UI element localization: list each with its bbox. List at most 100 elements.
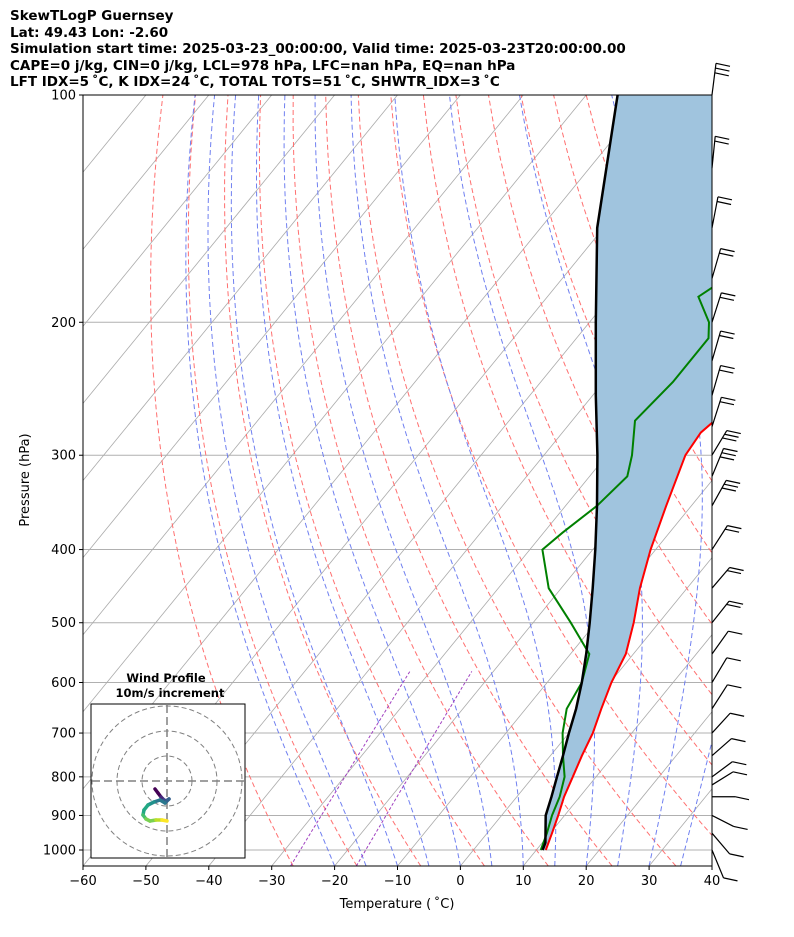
wind-barb-flag xyxy=(724,433,739,438)
moist-adiabat-line xyxy=(207,95,367,866)
wind-barb xyxy=(711,600,730,624)
wind-barb xyxy=(711,196,719,229)
dry-adiabat-line xyxy=(224,95,422,866)
wind-barb-flag xyxy=(715,62,731,67)
mixing-ratio-line xyxy=(290,671,411,866)
wind-barb-flag xyxy=(714,140,729,145)
isotherm-line xyxy=(83,95,524,636)
wind-profile-inset: Wind Profile 10m/s increment xyxy=(90,671,246,859)
x-tick-label: −40 xyxy=(195,874,222,889)
isotherm-line xyxy=(271,325,712,866)
wind-barb-flag xyxy=(719,401,735,406)
wind-barb-flag xyxy=(721,396,736,401)
wind-barb xyxy=(711,712,731,734)
wind-barb-flag xyxy=(719,369,734,374)
wind-barb-flag xyxy=(734,796,750,801)
wind-barb-flag xyxy=(721,292,736,297)
x-axis: −60 −50 −40 −30 −20 −10 0 10 20 30 40 xyxy=(69,866,720,889)
isotherm-line xyxy=(585,711,712,866)
wind-barb xyxy=(711,738,732,757)
wind-barb-flag xyxy=(729,566,744,572)
dry-adiabat-line xyxy=(488,95,712,625)
inset-title: Wind Profile xyxy=(126,671,206,685)
wind-barb-flag xyxy=(720,365,735,370)
wind-barb xyxy=(711,365,722,396)
wind-barb-flag xyxy=(719,456,735,461)
dry-adiabat-line xyxy=(749,95,794,866)
chart-title: SkewTLogP Guernsey xyxy=(10,8,174,24)
moist-adiabat-line xyxy=(185,95,336,866)
isotherm-line xyxy=(83,95,587,713)
temperature-line xyxy=(544,421,712,851)
wind-barb xyxy=(711,771,734,786)
isotherm-line xyxy=(522,634,712,866)
isotherm-line xyxy=(460,556,712,866)
wind-barb-flag xyxy=(719,334,734,340)
y-tick-label: 300 xyxy=(51,449,76,464)
dewpoint-line xyxy=(539,286,712,851)
wind-barb xyxy=(711,330,722,362)
inset-subtitle: 10m/s increment xyxy=(116,686,225,700)
stability-line: CAPE=0 j/kg, CIN=0 j/kg, LCL=978 hPa, LF… xyxy=(10,57,516,74)
wind-barb xyxy=(711,448,725,477)
moist-adiabat-line xyxy=(314,95,493,866)
wind-barb-flag xyxy=(723,877,738,882)
moist-adiabat-line xyxy=(394,95,557,866)
isotherm-line xyxy=(83,95,461,559)
wind-barb-flag xyxy=(727,684,742,689)
wind-barb-flag xyxy=(722,437,737,442)
wind-barb-flag xyxy=(716,200,732,206)
wind-barb xyxy=(711,630,729,655)
wind-barb-flag xyxy=(720,248,735,253)
y-tick-label: 400 xyxy=(51,543,76,558)
dry-adiabat-line xyxy=(292,95,549,866)
wind-barb xyxy=(711,525,728,550)
wind-barb xyxy=(711,430,728,456)
y-tick-label: 600 xyxy=(51,676,76,691)
isotherm-line xyxy=(83,95,210,250)
chart-title-block: SkewTLogP Guernsey Lat: 49.43 Lon: -2.60… xyxy=(10,8,626,91)
wind-barb xyxy=(711,657,728,683)
moist-adiabat-line xyxy=(230,95,398,866)
wind-barb-flag xyxy=(728,600,744,605)
moist-adiabat-line xyxy=(711,864,712,866)
wind-barb-flag xyxy=(723,447,738,453)
y-tick-label: 700 xyxy=(51,727,76,742)
index-line: LFT IDX=5 ˚C, K IDX=24 ˚C, TOTAL TOTS=51… xyxy=(10,74,500,91)
x-tick-label: −10 xyxy=(384,874,411,889)
dry-adiabat-line xyxy=(258,95,485,866)
x-tick-label: 40 xyxy=(704,874,721,889)
wind-barb-flag xyxy=(721,487,737,492)
wind-barb xyxy=(711,849,725,879)
wind-barb xyxy=(711,397,722,427)
wind-barb-flag xyxy=(726,479,741,484)
isotherm-line xyxy=(83,95,335,405)
wind-barb-flag xyxy=(733,825,748,831)
isotherm-line xyxy=(83,95,398,482)
x-tick-label: −20 xyxy=(321,874,348,889)
moist-adiabat-line xyxy=(283,95,461,866)
dry-adiabat-line xyxy=(187,95,358,866)
wind-barb xyxy=(711,567,731,589)
y-axis: 100 200 300 400 500 600 700 800 900 1000 xyxy=(43,89,83,859)
wind-barb-flag xyxy=(732,771,748,776)
wind-barb-flag xyxy=(719,252,734,257)
location-line: Lat: 49.43 Lon: -2.60 xyxy=(10,24,169,41)
wind-barb-flag xyxy=(732,761,747,766)
x-tick-label: −30 xyxy=(258,874,285,889)
wind-barb-flag xyxy=(719,296,735,301)
y-tick-label: 1000 xyxy=(43,844,76,859)
wind-barb-flag xyxy=(726,429,741,435)
dry-adiabat-line xyxy=(455,95,712,696)
parcel-area-fill xyxy=(542,95,712,850)
x-tick-label: 0 xyxy=(456,874,464,889)
moist-adiabat-line xyxy=(350,95,524,866)
y-tick-label: 100 xyxy=(51,89,76,104)
wind-barb-flag xyxy=(721,452,736,457)
wind-barb-flag xyxy=(714,72,729,77)
isotherm-line xyxy=(397,479,712,866)
inset-content xyxy=(91,705,244,857)
wind-barb-flag xyxy=(726,657,741,662)
wind-barb-flag xyxy=(715,67,730,72)
